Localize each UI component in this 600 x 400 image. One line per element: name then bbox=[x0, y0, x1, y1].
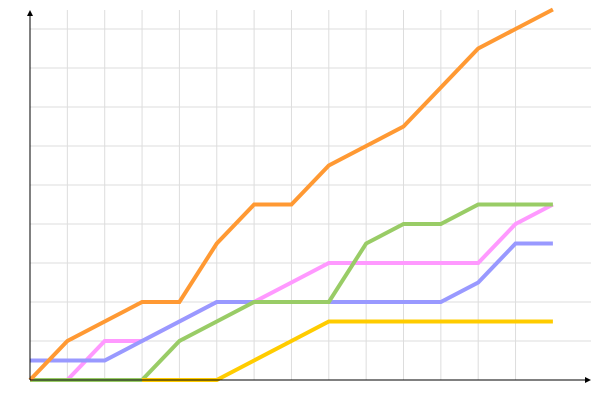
grid bbox=[30, 10, 591, 380]
series-line-0 bbox=[65, 202, 554, 382]
series-line-4 bbox=[28, 7, 554, 382]
y-axis-arrow bbox=[27, 10, 33, 16]
x-axis-arrow bbox=[585, 377, 591, 383]
axes bbox=[27, 10, 591, 383]
